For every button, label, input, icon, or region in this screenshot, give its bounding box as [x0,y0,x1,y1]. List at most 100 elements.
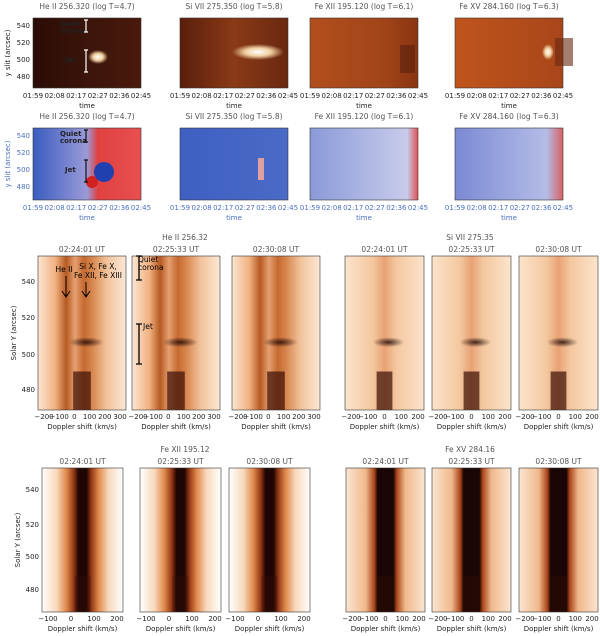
dim-region [400,45,415,73]
annotation: Jet [64,56,76,64]
x-tick-label: 02:36 [531,92,552,100]
x-tick-label: 02:36 [256,204,277,212]
annotation: Quiet [60,20,82,28]
x-axis-label: Doppler shift (km/s) [47,423,117,431]
x-tick-label: −100 [445,615,464,623]
y-tick-label: 540 [26,486,39,494]
x-axis-label: time [501,102,517,110]
x-tick-label: 0 [167,615,171,623]
jet-feature [88,50,108,64]
panel-frame [139,467,222,613]
panel-frame [231,255,321,411]
panel-frame [518,467,599,613]
x-tick-label: 02:17 [66,92,86,100]
x-tick-label: 100 [277,413,290,421]
x-tick-label: 200 [585,615,598,623]
x-tick-label: 01:59 [300,204,320,212]
x-axis-label: Doppler shift (km/s) [524,423,594,431]
x-tick-label: 100 [87,615,100,623]
map-image [33,128,141,200]
annotation: corona [60,27,87,35]
jet-feature [372,337,405,348]
map-image [33,18,141,88]
x-tick-label: 02:08 [45,92,65,100]
panel-frame [344,255,425,411]
base-dark [550,371,567,410]
base-dark [74,576,91,612]
x-tick-label: 01:59 [23,92,43,100]
arrow [61,276,91,298]
panel-frame [309,17,419,89]
x-tick-label: 200 [411,413,424,421]
x-axis-label: Doppler shift (km/s) [524,625,594,633]
x-tick-label: 02:08 [192,204,212,212]
x-tick-label: 02:27 [365,92,385,100]
blue-feature [94,162,114,182]
annotation: Quiet [60,130,82,138]
panel-frame [41,467,124,613]
x-tick-label: 02:27 [88,204,108,212]
x-tick-label: 200 [498,615,511,623]
panel-frame [454,127,564,201]
base-dark [73,371,91,410]
time-label: 02:30:08 UT [535,245,582,254]
x-tick-label: 100 [274,615,287,623]
bracket [136,255,142,365]
x-tick-label: −200 [34,413,53,421]
x-tick-label: 0 [266,413,270,421]
x-tick-label: 02:17 [213,92,233,100]
x-axis-label: time [79,214,95,222]
time-label: 02:30:08 UT [535,457,582,466]
x-tick-label: 100 [395,413,408,421]
panel-title: He II 256.320 (log T=4.7) [39,112,134,121]
x-tick-label: −100 [244,413,263,421]
x-tick-label: 02:17 [343,204,363,212]
x-tick-label: 02:36 [109,204,130,212]
group-title: Si VII 275.35 [446,233,494,242]
x-axis-label: Doppler shift (km/s) [235,625,305,633]
x-tick-label: 02:45 [278,204,298,212]
x-axis-label: Doppler shift (km/s) [351,625,421,633]
x-tick-label: 02:08 [192,92,212,100]
base-dark [463,371,480,410]
x-axis-label: Doppler shift (km/s) [437,625,507,633]
panel-frame [518,255,599,411]
spectral-image [432,468,511,612]
x-tick-label: −200 [428,615,447,623]
time-label: 02:25:33 UT [157,457,204,466]
x-axis-label: Doppler shift (km/s) [146,625,216,633]
jet-feature [162,337,198,348]
base-dark [376,371,393,410]
x-axis-label: time [79,102,95,110]
panel-frame [431,255,512,411]
x-tick-label: 200 [98,413,111,421]
y-axis-label: Solar Y (arcsec) [10,305,18,360]
base-dark [377,576,394,612]
x-tick-label: 0 [256,615,260,623]
map-image [310,128,418,200]
annotation: Fe XII, Fe XIII [74,271,122,280]
x-tick-label: 01:59 [445,92,465,100]
x-tick-label: −200 [515,615,534,623]
annotation: Si X, Fe X, [79,262,117,271]
time-label: 02:25:33 UT [448,245,495,254]
bracket [84,129,88,183]
x-tick-label: −100 [532,615,551,623]
panel-frame [32,17,142,89]
x-tick-label: 02:45 [553,92,573,100]
x-tick-label: −100 [225,615,244,623]
x-axis-label: time [226,102,242,110]
x-tick-label: −100 [144,413,163,421]
y-tick-label: 520 [17,149,30,157]
base-dark [172,576,189,612]
jet-feature [68,337,104,348]
y-tick-label: 500 [26,553,39,561]
x-tick-label: 02:27 [235,92,255,100]
x-tick-label: 200 [192,413,205,421]
time-label: 02:25:33 UT [448,457,495,466]
x-axis-label: time [356,214,372,222]
x-tick-label: 200 [110,615,123,623]
x-tick-label: 0 [382,413,386,421]
panel-frame [32,127,142,201]
